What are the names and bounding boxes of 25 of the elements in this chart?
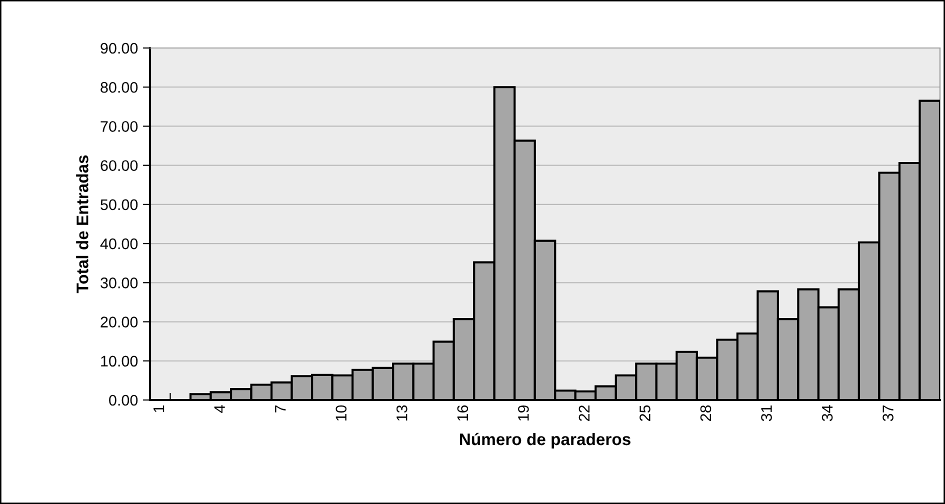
x-tick-label: 31 xyxy=(761,405,772,422)
x-tick-label: 28 xyxy=(700,405,712,421)
y-tick-label: 50.00 xyxy=(100,199,138,210)
x-tick-label: 22 xyxy=(578,405,590,421)
x-tick-label: 16 xyxy=(457,405,468,421)
y-tick-label: 20.00 xyxy=(100,316,138,328)
y-tick-label: 10.00 xyxy=(101,356,138,367)
x-tick-label: 13 xyxy=(396,405,408,421)
y-tick-label: 90.00 xyxy=(100,42,138,54)
y-tick-label: 40.00 xyxy=(100,238,138,250)
x-tick-label: 34 xyxy=(822,405,833,422)
x-axis-title: Número de paraderos xyxy=(460,432,630,449)
x-tick-label: 1 xyxy=(154,405,164,412)
x-tick-label: 37 xyxy=(882,405,894,422)
y-axis-title: Total de Entradas xyxy=(76,155,88,294)
y-tick-label: 0.00 xyxy=(109,394,138,406)
x-tick-label: 10 xyxy=(336,405,347,421)
x-tick-label: 7 xyxy=(275,405,286,412)
y-tick-label: 70.00 xyxy=(100,121,138,132)
y-tick-label: 30.00 xyxy=(100,278,138,288)
x-tick-label: 4 xyxy=(214,405,225,413)
x-tick-label: 19 xyxy=(518,405,529,421)
y-tick-label: 60.00 xyxy=(100,160,138,172)
y-tick-label: 80.00 xyxy=(100,82,138,93)
x-tick-label: 25 xyxy=(640,405,650,421)
